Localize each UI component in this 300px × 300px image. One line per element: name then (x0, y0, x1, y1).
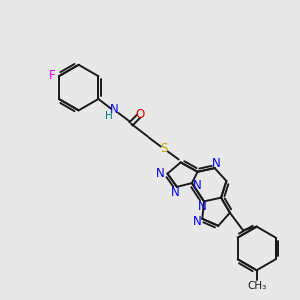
Text: N: N (193, 215, 202, 228)
Text: N: N (156, 167, 165, 180)
Text: S: S (160, 142, 167, 155)
Text: O: O (135, 108, 145, 121)
Text: CH₃: CH₃ (247, 281, 266, 291)
Text: N: N (212, 157, 221, 170)
Text: N: N (170, 186, 179, 199)
Text: N: N (110, 103, 118, 116)
Text: N: N (198, 200, 207, 213)
Text: H: H (105, 111, 113, 121)
Text: N: N (193, 178, 201, 192)
Text: F: F (49, 69, 55, 82)
